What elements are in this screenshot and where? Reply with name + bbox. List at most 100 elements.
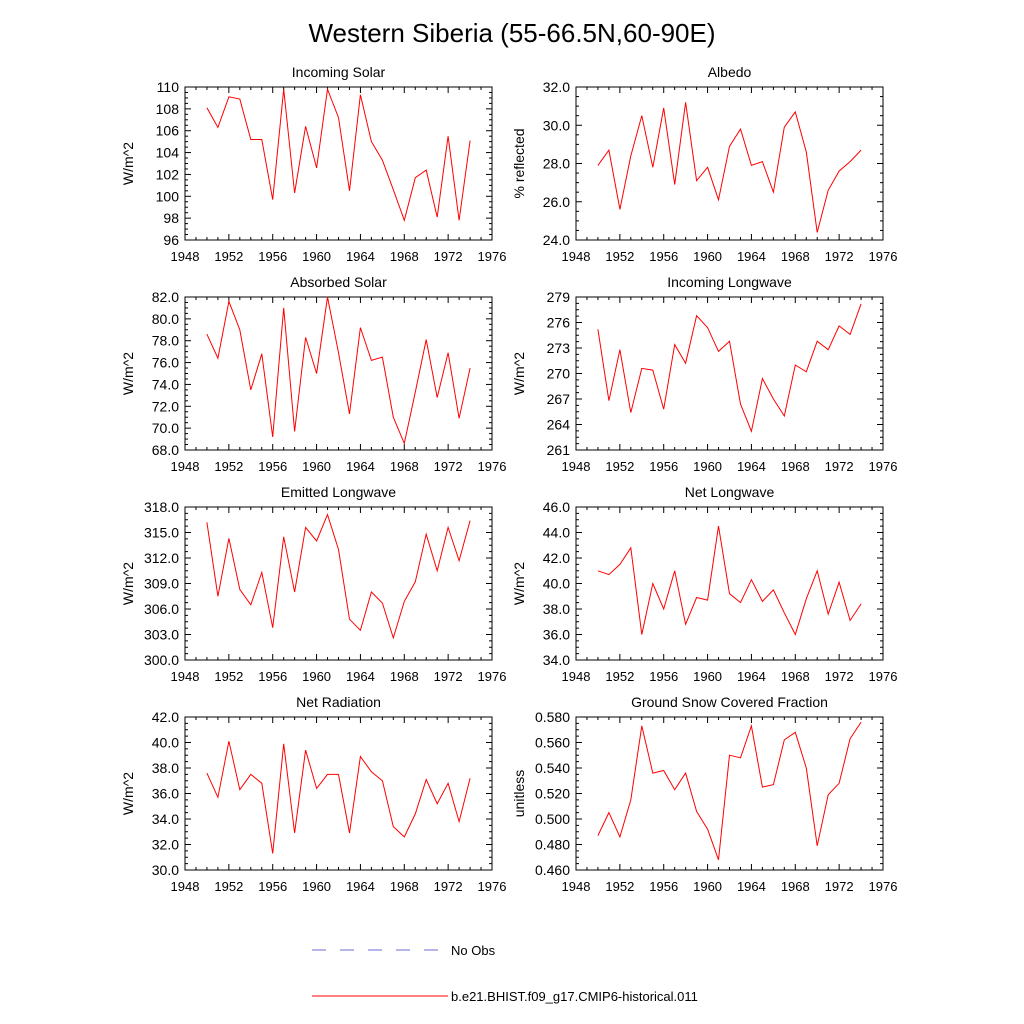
series-line: [597, 526, 862, 636]
x-tick-label: 1968: [390, 879, 419, 894]
series-line: [206, 296, 471, 446]
y-tick-label: 44.0: [543, 525, 570, 541]
x-tick-label: 1960: [302, 249, 331, 264]
y-tick-label: 34.0: [152, 811, 179, 827]
y-tick-label: 110: [157, 79, 180, 95]
x-tick-label: 1960: [302, 459, 331, 474]
y-axis-label: unitless: [511, 770, 527, 817]
panel-title: Emitted Longwave: [281, 484, 396, 500]
panel-title: Incoming Solar: [292, 64, 386, 80]
x-tick-label: 1964: [737, 879, 766, 894]
x-tick-label: 1960: [693, 459, 722, 474]
y-axis-label: W/m^2: [120, 772, 136, 815]
y-tick-label: 70.0: [152, 420, 179, 436]
panels-group: Incoming Solar W/m^2 1948 1952 1956 1960 1964 1…: [120, 64, 897, 894]
y-tick-label: 68.0: [152, 442, 179, 458]
panel-title: Incoming Longwave: [667, 274, 792, 290]
series-line: [206, 513, 471, 640]
panel-3: Incoming Longwave W/m^2 1948 1952 1956 1960 19…: [511, 274, 897, 474]
x-tick-label: 1948: [171, 669, 200, 684]
y-tick-label: 80.0: [152, 311, 179, 327]
panel-title: Net Radiation: [296, 694, 381, 710]
x-tick-label: 1976: [478, 459, 507, 474]
x-tick-label: 1948: [562, 249, 591, 264]
x-tick-label: 1964: [737, 669, 766, 684]
panel-6: Net Radiation W/m^2 1948 1952 1956 1960 1964 19…: [120, 694, 506, 894]
y-tick-label: 0.460: [535, 862, 570, 878]
x-tick-label: 1972: [434, 249, 463, 264]
y-tick-label: 42.0: [152, 709, 179, 725]
y-tick-label: 261: [547, 442, 571, 458]
x-tick-label: 1952: [214, 879, 243, 894]
y-tick-label: 102: [156, 166, 180, 182]
y-tick-label: 0.500: [535, 811, 570, 827]
x-tick-label: 1976: [869, 459, 898, 474]
x-tick-label: 1968: [781, 669, 810, 684]
x-tick-label: 1964: [346, 459, 375, 474]
plot-frame: [184, 716, 493, 871]
y-axis-label: % reflected: [511, 128, 527, 198]
x-tick-label: 1976: [869, 249, 898, 264]
y-tick-label: 276: [547, 315, 571, 331]
plot-frame: [575, 296, 884, 451]
panel-5: Net Longwave W/m^2 1948 1952 1956 1960 1964 196…: [511, 484, 897, 684]
x-tick-label: 1956: [649, 879, 678, 894]
x-tick-label: 1956: [649, 459, 678, 474]
x-tick-label: 1976: [869, 669, 898, 684]
y-tick-label: 264: [547, 417, 571, 433]
x-tick-label: 1972: [434, 669, 463, 684]
y-tick-label: 76.0: [152, 355, 179, 371]
x-tick-label: 1964: [346, 249, 375, 264]
x-tick-label: 1960: [693, 669, 722, 684]
series-line: [597, 102, 862, 233]
x-tick-label: 1968: [390, 459, 419, 474]
y-tick-label: 0.480: [535, 837, 570, 853]
figure-title: Western Siberia (55-66.5N,60-90E): [308, 18, 715, 48]
y-tick-label: 98: [163, 210, 179, 226]
x-tick-label: 1972: [434, 879, 463, 894]
x-tick-label: 1972: [825, 459, 854, 474]
x-tick-label: 1976: [478, 669, 507, 684]
y-tick-label: 42.0: [543, 550, 570, 566]
x-tick-label: 1972: [825, 249, 854, 264]
y-tick-label: 306.0: [144, 601, 179, 617]
y-tick-label: 26.0: [543, 194, 570, 210]
series-line: [597, 303, 862, 434]
x-tick-label: 1960: [302, 879, 331, 894]
x-tick-label: 1964: [737, 249, 766, 264]
x-tick-label: 1956: [649, 249, 678, 264]
x-tick-label: 1968: [781, 879, 810, 894]
y-tick-label: 40.0: [152, 735, 179, 751]
x-tick-label: 1952: [605, 459, 634, 474]
y-tick-label: 30.0: [152, 862, 179, 878]
x-tick-label: 1956: [258, 669, 287, 684]
y-tick-label: 32.0: [152, 837, 179, 853]
x-tick-label: 1968: [781, 249, 810, 264]
y-axis-label: W/m^2: [511, 562, 527, 605]
panel-0: Incoming Solar W/m^2 1948 1952 1956 1960 1964 1…: [120, 64, 506, 264]
x-tick-label: 1948: [171, 459, 200, 474]
y-tick-label: 104: [156, 145, 180, 161]
x-tick-label: 1968: [390, 249, 419, 264]
y-tick-label: 72.0: [152, 398, 179, 414]
x-tick-label: 1948: [171, 879, 200, 894]
y-axis-label: W/m^2: [120, 352, 136, 395]
y-tick-label: 309.0: [144, 576, 179, 592]
x-tick-label: 1952: [605, 249, 634, 264]
x-tick-label: 1948: [562, 459, 591, 474]
series-line: [597, 721, 862, 860]
y-tick-label: 106: [156, 123, 180, 139]
plot-frame: [184, 86, 493, 241]
x-tick-label: 1952: [214, 669, 243, 684]
x-tick-label: 1976: [478, 249, 507, 264]
y-tick-label: 78.0: [152, 333, 179, 349]
y-tick-label: 279: [547, 289, 571, 305]
y-axis-label: W/m^2: [511, 352, 527, 395]
x-tick-label: 1976: [869, 879, 898, 894]
y-tick-label: 0.540: [535, 760, 570, 776]
panel-title: Ground Snow Covered Fraction: [631, 694, 828, 710]
y-tick-label: 36.0: [543, 627, 570, 643]
x-tick-label: 1968: [781, 459, 810, 474]
y-tick-label: 270: [547, 366, 571, 382]
